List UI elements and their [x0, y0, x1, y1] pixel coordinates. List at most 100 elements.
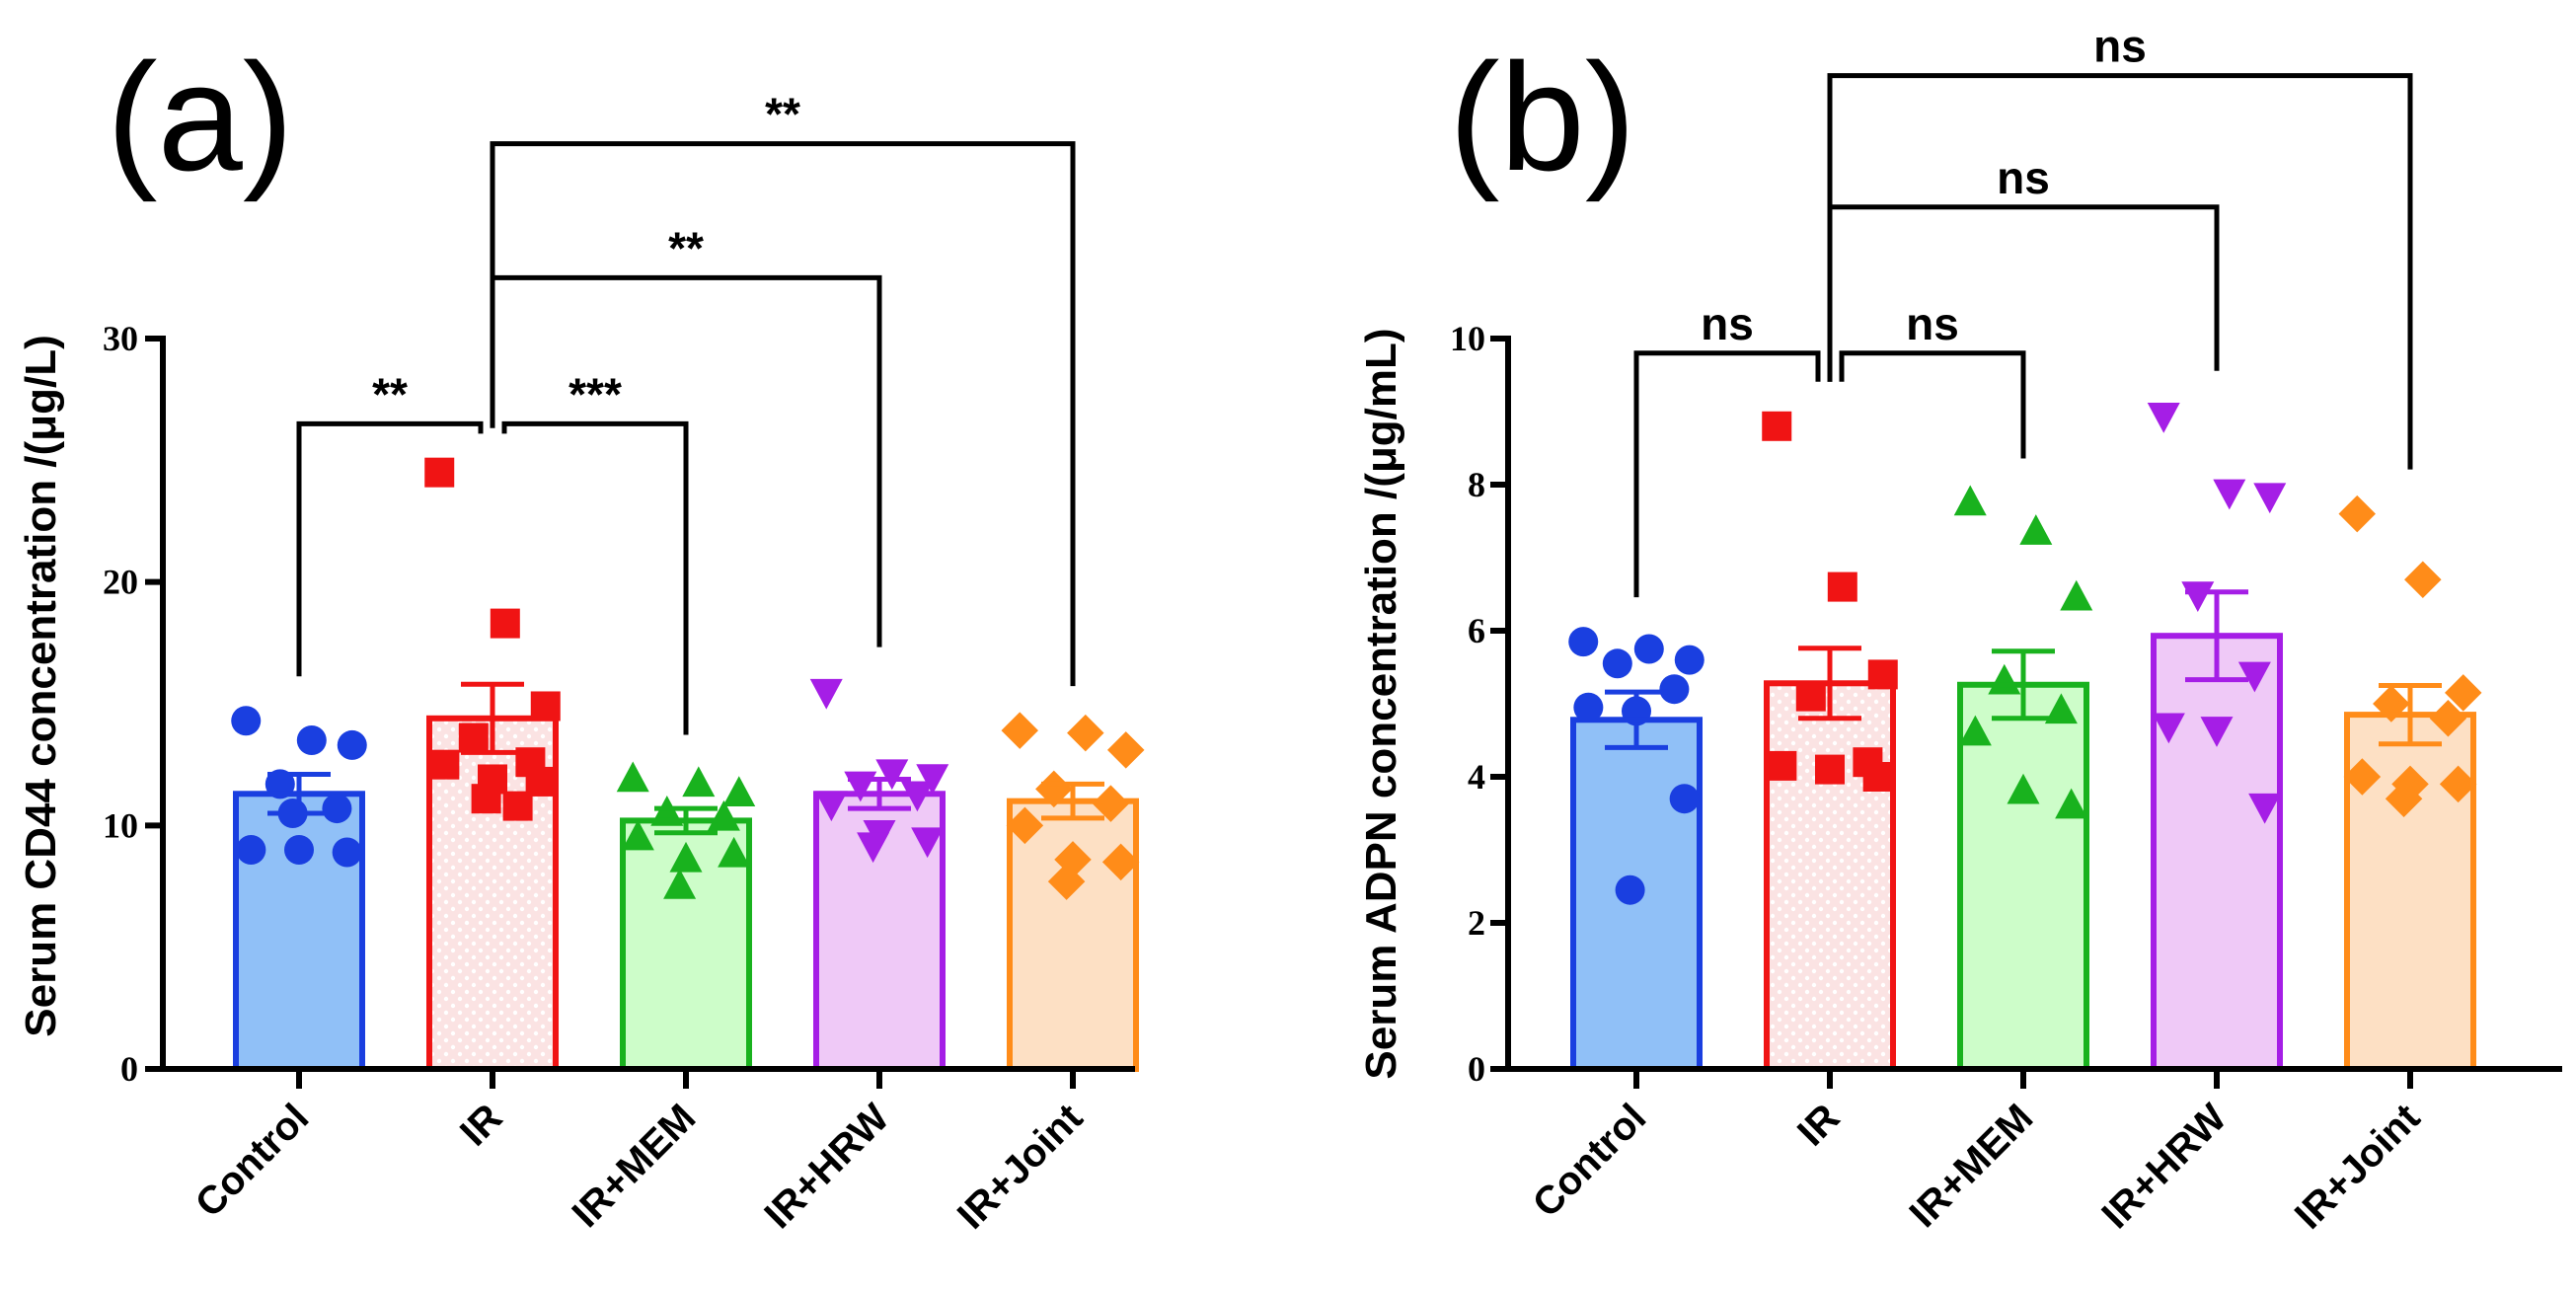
data-point-a-4-1 [1067, 714, 1104, 752]
data-point-b-1-5 [1767, 750, 1797, 781]
data-point-b-4-8 [2385, 780, 2423, 817]
data-point-b-0-0 [1568, 627, 1599, 657]
data-point-b-4-0 [2338, 494, 2376, 533]
significance-label-b-3: ns [2093, 21, 2147, 72]
panel-b: (b) Serum ADPN concentration /(μg/mL) 0 2… [1357, 21, 2562, 1238]
data-point-a-2-7 [718, 836, 751, 868]
axes-b [1505, 336, 2562, 1072]
x-category-label-a-3: IR+HRW [756, 1096, 897, 1237]
bar-ir-hrw-b [2151, 633, 2283, 1072]
data-point-b-0-7 [1669, 784, 1700, 814]
x-category-label-b-3: IR+HRW [2093, 1096, 2235, 1237]
data-point-a-4-0 [1001, 712, 1038, 749]
significance-label-b-2: ns [1997, 152, 2050, 203]
x-category-label-a-0: Control [188, 1096, 318, 1226]
significance-bracket-a-3 [490, 141, 1076, 687]
data-point-b-3-3 [2181, 581, 2215, 612]
significance-label-a-2: ** [668, 222, 704, 273]
data-point-b-3-1 [2213, 479, 2246, 510]
data-point-a-4-4 [1092, 785, 1130, 822]
error-bar-a-4 [1041, 781, 1104, 821]
data-point-a-4-8 [1047, 863, 1086, 900]
data-point-a-0-4 [322, 794, 352, 824]
data-point-a-3-8 [857, 832, 890, 864]
panel-a: (a) Serum CD44 concentration /(μg/L) 0 10… [17, 32, 1145, 1238]
x-category-label-b-4: IR+Joint [2287, 1096, 2428, 1237]
data-point-a-4-2 [1107, 731, 1145, 769]
x-category-label-b-2: IR+MEM [1901, 1096, 2041, 1236]
y-axis-title-b: Serum ADPN concentration /(μg/mL) [1357, 328, 1405, 1079]
data-point-b-3-0 [2147, 402, 2180, 433]
data-point-b-1-6 [1815, 754, 1845, 785]
data-point-b-0-8 [1615, 875, 1645, 905]
data-point-b-0-5 [1573, 692, 1604, 723]
significance-bracket-b-1 [1839, 350, 2026, 459]
data-point-b-1-1 [1827, 571, 1857, 602]
data-point-b-1-0 [1762, 411, 1792, 441]
error-bar-b-1 [1798, 646, 1861, 722]
significance-label-b-0: ns [1701, 298, 1754, 349]
y-tick-label-b-8: 8 [1468, 465, 1485, 504]
data-point-b-3-2 [2253, 483, 2287, 514]
panel-label-a: (a) [107, 32, 293, 202]
x-category-label-a-2: IR+MEM [564, 1096, 704, 1236]
significance-bracket-b-3 [1827, 73, 2413, 470]
error-bar-b-4 [2379, 683, 2442, 747]
error-bar-b-3 [2185, 589, 2248, 683]
data-point-b-4-2 [2445, 674, 2482, 712]
data-point-b-4-4 [2429, 700, 2467, 737]
error-bar-b-2 [1992, 648, 2055, 722]
data-point-b-2-7 [2055, 788, 2088, 819]
data-point-b-1-7 [1862, 762, 1893, 792]
y-tick-label-b-4: 4 [1468, 757, 1485, 797]
data-point-a-3-1 [875, 759, 909, 791]
data-point-a-2-8 [663, 869, 697, 899]
significance-label-b-1: ns [1906, 298, 1959, 349]
significance-label-a-3: ** [765, 89, 800, 140]
error-bar-a-0 [267, 772, 331, 816]
data-point-a-4-3 [1035, 770, 1073, 808]
data-point-a-1-5 [429, 749, 460, 780]
y-tick-label-b-2: 2 [1468, 903, 1485, 943]
data-point-b-3-5 [2152, 713, 2185, 744]
data-point-a-1-0 [424, 457, 455, 488]
significance-label-a-0: ** [372, 368, 408, 419]
data-point-a-1-8 [471, 784, 501, 814]
y-tick-label-a-30: 30 [103, 319, 138, 358]
data-point-a-0-6 [284, 835, 314, 865]
data-point-b-2-1 [2019, 514, 2053, 545]
data-point-b-4-1 [2404, 561, 2442, 598]
y-tick-label-b-0: 0 [1468, 1049, 1485, 1089]
y-tick-label-a-20: 20 [103, 563, 138, 602]
error-bar-a-3 [848, 776, 911, 811]
data-point-b-3-6 [2200, 717, 2234, 747]
data-point-a-0-5 [236, 835, 266, 865]
data-point-b-2-5 [1958, 715, 1992, 746]
data-point-b-0-1 [1633, 634, 1664, 664]
data-point-b-0-4 [1659, 674, 1690, 705]
y-tick-label-a-0: 0 [120, 1049, 138, 1089]
data-point-b-2-6 [2007, 773, 2040, 804]
data-point-a-1-3 [458, 723, 489, 753]
data-point-a-4-7 [1101, 843, 1140, 881]
x-category-label-a-4: IR+Joint [949, 1096, 1091, 1237]
data-point-b-4-5 [2343, 758, 2382, 796]
data-point-b-2-0 [1953, 485, 1987, 516]
x-category-label-b-0: Control [1525, 1096, 1655, 1226]
data-point-b-0-2 [1674, 645, 1705, 675]
data-point-a-1-1 [490, 608, 520, 639]
data-point-b-2-2 [2060, 579, 2093, 611]
bar-ir-b [1764, 680, 1896, 1073]
data-point-a-3-5 [814, 791, 848, 822]
data-point-a-2-0 [616, 761, 649, 793]
data-point-a-3-7 [911, 827, 945, 859]
data-point-a-2-1 [682, 766, 716, 798]
data-point-a-2-4 [707, 799, 740, 831]
error-bar-a-1 [461, 681, 524, 755]
data-point-a-0-7 [332, 837, 362, 868]
panel-label-b: (b) [1449, 32, 1635, 202]
data-point-a-1-2 [530, 691, 561, 722]
data-point-a-0-0 [231, 706, 262, 736]
data-point-a-3-4 [900, 781, 934, 812]
